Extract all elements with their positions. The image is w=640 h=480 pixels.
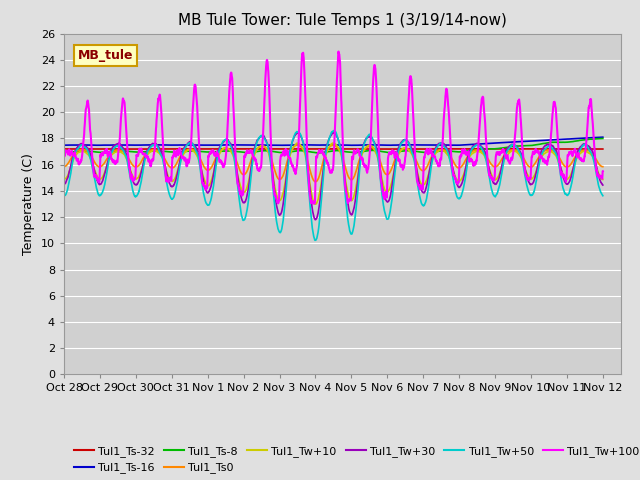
Tul1_Tw+100 [267, 132, 275, 137]
Tul1_Tw+100 [310, 201, 317, 206]
Tul1_Tw+50 [599, 193, 607, 199]
Tul1_Tw+50 [154, 144, 161, 149]
Line: Tul1_Tw+30: Tul1_Tw+30 [64, 132, 603, 220]
Tul1_Tw+30 [60, 180, 68, 186]
Tul1_Ts-8 [599, 135, 607, 141]
Tul1_Ts-8 [599, 135, 607, 141]
Tul1_Ts0 [589, 151, 596, 156]
Tul1_Tw+100 [60, 152, 68, 158]
Tul1_Tw+50 [60, 192, 68, 198]
Tul1_Ts-8 [531, 142, 538, 148]
Title: MB Tule Tower: Tule Temps 1 (3/19/14-now): MB Tule Tower: Tule Temps 1 (3/19/14-now… [178, 13, 507, 28]
Tul1_Ts-8 [589, 136, 596, 142]
Tul1_Ts0 [60, 164, 68, 169]
Tul1_Tw+10 [311, 201, 319, 207]
Tul1_Ts-16 [60, 142, 68, 148]
Tul1_Ts0 [294, 142, 301, 148]
Y-axis label: Temperature (C): Temperature (C) [22, 153, 35, 255]
Tul1_Ts0 [312, 179, 319, 185]
Tul1_Ts-32 [143, 146, 151, 152]
Tul1_Tw+30 [267, 155, 275, 160]
Tul1_Ts-32 [589, 146, 596, 152]
Tul1_Ts0 [122, 151, 129, 156]
Tul1_Tw+50 [330, 128, 338, 133]
Tul1_Tw+10 [290, 144, 298, 149]
Tul1_Ts-8 [154, 148, 161, 154]
Tul1_Tw+10 [154, 149, 161, 155]
Tul1_Tw+30 [589, 149, 596, 155]
Tul1_Tw+30 [154, 142, 161, 148]
Tul1_Ts-16 [599, 134, 607, 140]
Tul1_Ts-32 [599, 146, 607, 152]
Line: Tul1_Tw+50: Tul1_Tw+50 [64, 131, 603, 240]
Tul1_Ts-16 [154, 142, 161, 148]
Tul1_Tw+50 [122, 152, 129, 158]
Tul1_Ts-8 [122, 148, 129, 154]
Line: Tul1_Tw+10: Tul1_Tw+10 [64, 143, 603, 204]
Tul1_Tw+100 [531, 150, 538, 156]
Tul1_Tw+10 [599, 177, 607, 182]
Tul1_Ts-32 [291, 146, 298, 152]
Tul1_Tw+30 [122, 149, 129, 155]
Tul1_Tw+50 [267, 160, 275, 166]
Line: Tul1_Tw+100: Tul1_Tw+100 [64, 51, 603, 204]
Tul1_Ts-32 [267, 146, 275, 152]
Legend: Tul1_Ts-32, Tul1_Ts-16, Tul1_Ts-8, Tul1_Ts0, Tul1_Tw+10, Tul1_Tw+30, Tul1_Tw+50,: Tul1_Ts-32, Tul1_Ts-16, Tul1_Ts-8, Tul1_… [70, 442, 640, 478]
Tul1_Ts0 [290, 144, 298, 149]
Tul1_Ts0 [267, 153, 275, 159]
Tul1_Tw+10 [589, 154, 596, 159]
Line: Tul1_Ts-8: Tul1_Ts-8 [64, 138, 603, 153]
Line: Tul1_Ts-16: Tul1_Ts-16 [64, 137, 603, 145]
Tul1_Ts-16 [275, 143, 283, 148]
Tul1_Tw+10 [267, 158, 275, 164]
Tul1_Ts-8 [314, 150, 321, 156]
Tul1_Ts0 [154, 148, 161, 154]
Tul1_Tw+30 [290, 134, 298, 140]
Tul1_Tw+100 [335, 48, 342, 54]
Tul1_Ts-32 [531, 146, 538, 152]
Tul1_Tw+30 [330, 130, 338, 135]
Tul1_Ts-32 [122, 146, 129, 152]
Tul1_Ts-8 [60, 149, 68, 155]
Text: MB_tule: MB_tule [78, 49, 133, 62]
Tul1_Tw+10 [60, 177, 68, 182]
Tul1_Ts0 [531, 161, 538, 167]
Tul1_Tw+100 [122, 115, 129, 120]
Tul1_Tw+100 [290, 168, 298, 173]
Tul1_Tw+100 [154, 105, 161, 110]
Tul1_Ts-16 [589, 135, 596, 141]
Tul1_Tw+50 [290, 134, 298, 140]
Tul1_Tw+10 [531, 172, 538, 178]
Tul1_Tw+30 [312, 217, 319, 223]
Tul1_Ts-16 [122, 142, 129, 148]
Tul1_Ts-32 [60, 146, 68, 152]
Tul1_Tw+100 [589, 120, 596, 125]
Line: Tul1_Ts0: Tul1_Ts0 [64, 145, 603, 182]
Tul1_Ts0 [599, 164, 607, 169]
Tul1_Tw+50 [312, 238, 319, 243]
Tul1_Ts-16 [531, 138, 538, 144]
Tul1_Ts-8 [290, 148, 298, 154]
Tul1_Ts-32 [154, 146, 161, 152]
Tul1_Ts-32 [504, 146, 512, 152]
Tul1_Tw+30 [599, 182, 607, 188]
Tul1_Tw+30 [531, 176, 538, 182]
Tul1_Tw+100 [599, 168, 607, 174]
Tul1_Tw+10 [122, 154, 129, 159]
Tul1_Tw+50 [589, 154, 596, 159]
Tul1_Ts-16 [267, 143, 275, 148]
Tul1_Ts-8 [267, 148, 275, 154]
Tul1_Tw+10 [294, 140, 301, 146]
Tul1_Tw+50 [531, 187, 538, 192]
Tul1_Ts-16 [291, 142, 298, 148]
